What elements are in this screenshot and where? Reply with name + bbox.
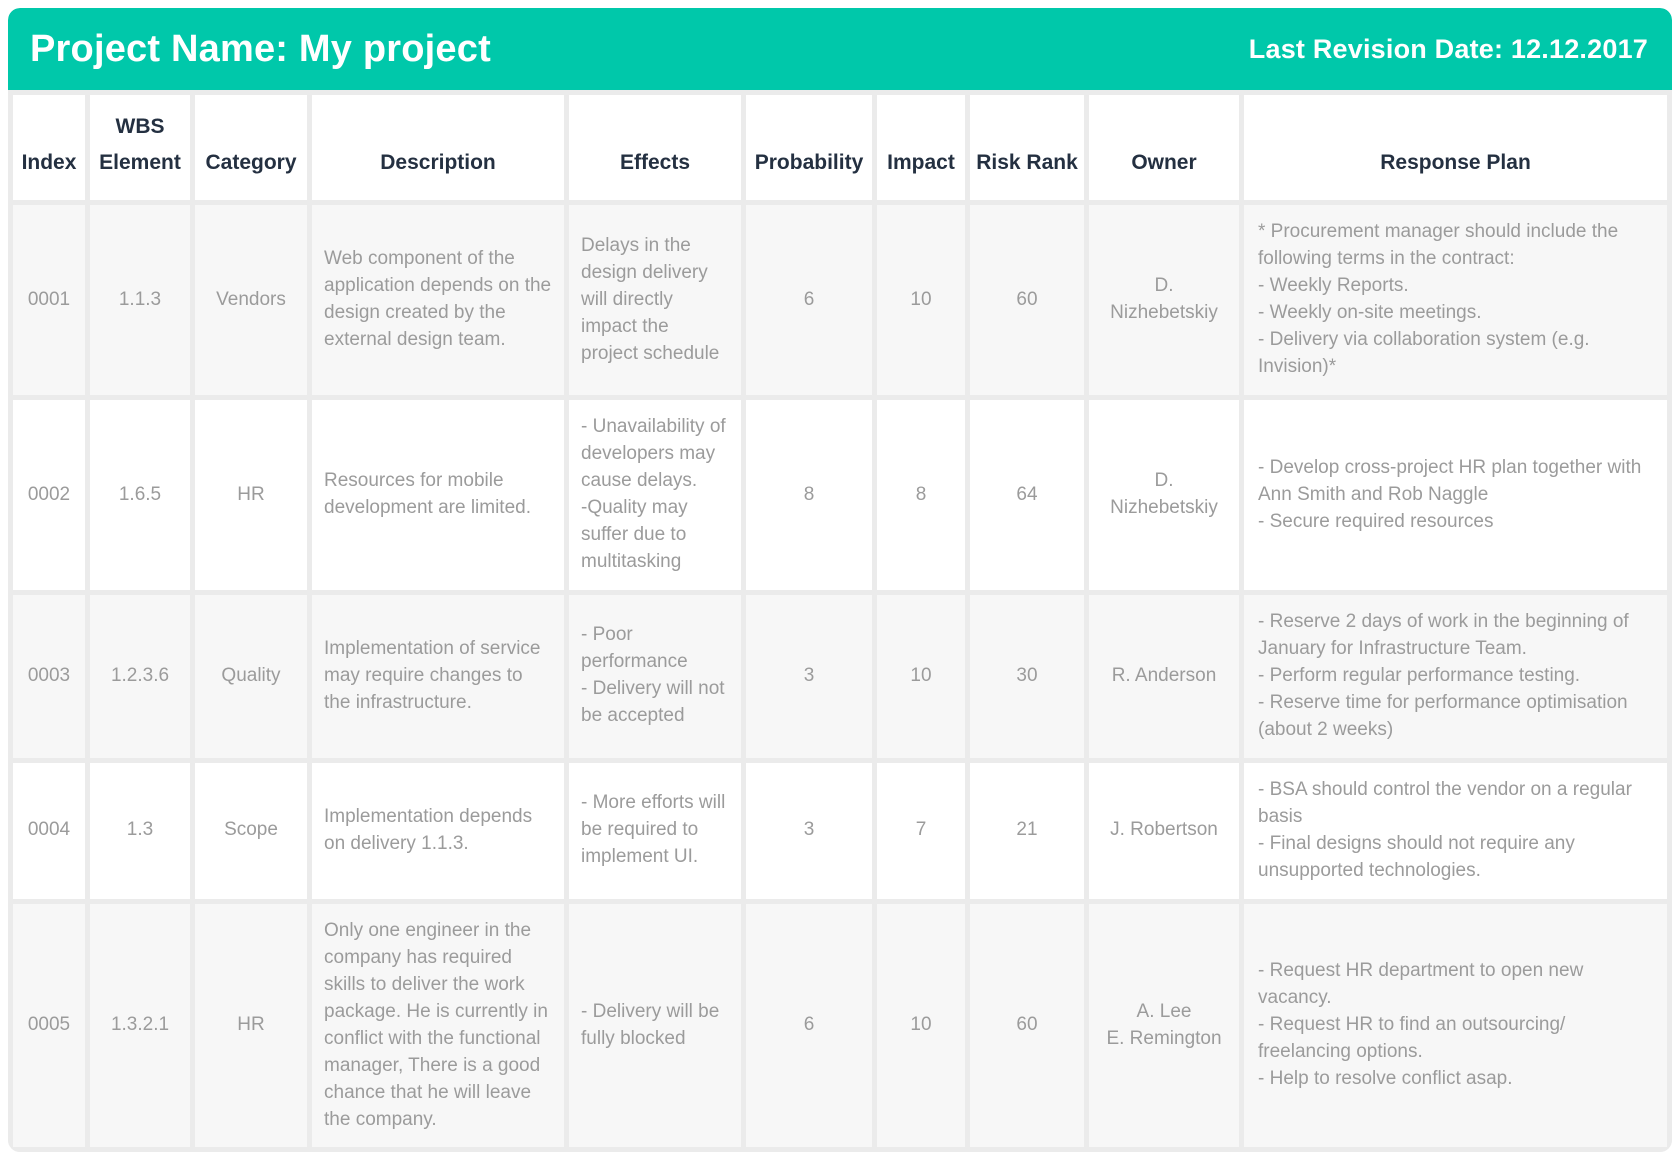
cell-category: HR <box>195 400 307 590</box>
cell-description: Web component of the application depends… <box>312 205 564 396</box>
cell-wbs: 1.3.2.1 <box>90 903 190 1148</box>
table-row: 0001 1.1.3 Vendors Web component of the … <box>13 205 1667 396</box>
cell-impact: 10 <box>877 903 965 1148</box>
cell-description: Implementation depends on delivery 1.1.3… <box>312 762 564 899</box>
cell-effects: - More efforts will be required to imple… <box>569 762 741 899</box>
cell-wbs: 1.2.3.6 <box>90 595 190 758</box>
cell-index: 0002 <box>13 400 85 590</box>
risk-table: Index WBS Element Category Description E… <box>8 90 1672 1152</box>
column-header-effects: Effects <box>569 95 741 201</box>
cell-response-plan: * Procurement manager should include the… <box>1244 205 1667 396</box>
cell-impact: 10 <box>877 205 965 396</box>
cell-category: HR <box>195 903 307 1148</box>
cell-category: Scope <box>195 762 307 899</box>
cell-risk-rank: 64 <box>970 400 1084 590</box>
cell-impact: 10 <box>877 595 965 758</box>
table-row: 0005 1.3.2.1 HR Only one engineer in the… <box>13 903 1667 1148</box>
cell-wbs: 1.3 <box>90 762 190 899</box>
last-revision-date: Last Revision Date: 12.12.2017 <box>1248 33 1648 64</box>
cell-effects: - Delivery will be fully blocked <box>569 903 741 1148</box>
column-header-impact: Impact <box>877 95 965 201</box>
cell-owner: R. Anderson <box>1089 595 1239 758</box>
cell-owner: A. Lee E. Remington <box>1089 903 1239 1148</box>
column-header-description: Description <box>312 95 564 201</box>
risk-register-sheet: Project Name: My project Last Revision D… <box>8 8 1672 1152</box>
cell-impact: 7 <box>877 762 965 899</box>
cell-owner: D. Nizhebetskiy <box>1089 205 1239 396</box>
table-row: 0003 1.2.3.6 Quality Implementation of s… <box>13 595 1667 758</box>
cell-risk-rank: 21 <box>970 762 1084 899</box>
column-header-risk-rank: Risk Rank <box>970 95 1084 201</box>
cell-probability: 3 <box>746 595 872 758</box>
cell-probability: 6 <box>746 903 872 1148</box>
column-header-wbs-element: WBS Element <box>90 95 190 201</box>
cell-effects: Delays in the design delivery will direc… <box>569 205 741 396</box>
cell-category: Vendors <box>195 205 307 396</box>
column-header-index: Index <box>13 95 85 201</box>
header-row: Index WBS Element Category Description E… <box>13 95 1667 201</box>
title-bar: Project Name: My project Last Revision D… <box>8 8 1672 90</box>
project-title: Project Name: My project <box>30 27 491 70</box>
column-header-response-plan: Response Plan <box>1244 95 1667 201</box>
cell-effects: - Unavailability of developers may cause… <box>569 400 741 590</box>
cell-wbs: 1.1.3 <box>90 205 190 396</box>
cell-response-plan: - Request HR department to open new vaca… <box>1244 903 1667 1148</box>
cell-description: Implementation of service may require ch… <box>312 595 564 758</box>
column-header-owner: Owner <box>1089 95 1239 201</box>
column-header-probability: Probability <box>746 95 872 201</box>
cell-risk-rank: 30 <box>970 595 1084 758</box>
cell-owner: D. Nizhebetskiy <box>1089 400 1239 590</box>
cell-description: Only one engineer in the company has req… <box>312 903 564 1148</box>
cell-owner: J. Robertson <box>1089 762 1239 899</box>
cell-index: 0004 <box>13 762 85 899</box>
cell-probability: 8 <box>746 400 872 590</box>
cell-wbs: 1.6.5 <box>90 400 190 590</box>
cell-impact: 8 <box>877 400 965 590</box>
cell-risk-rank: 60 <box>970 903 1084 1148</box>
cell-category: Quality <box>195 595 307 758</box>
cell-index: 0003 <box>13 595 85 758</box>
cell-index: 0001 <box>13 205 85 396</box>
cell-probability: 3 <box>746 762 872 899</box>
table-row: 0002 1.6.5 HR Resources for mobile devel… <box>13 400 1667 590</box>
column-header-category: Category <box>195 95 307 201</box>
cell-probability: 6 <box>746 205 872 396</box>
cell-response-plan: - BSA should control the vendor on a reg… <box>1244 762 1667 899</box>
cell-risk-rank: 60 <box>970 205 1084 396</box>
cell-response-plan: - Develop cross-project HR plan together… <box>1244 400 1667 590</box>
cell-description: Resources for mobile development are lim… <box>312 400 564 590</box>
cell-response-plan: - Reserve 2 days of work in the beginnin… <box>1244 595 1667 758</box>
table-row: 0004 1.3 Scope Implementation depends on… <box>13 762 1667 899</box>
cell-index: 0005 <box>13 903 85 1148</box>
cell-effects: - Poor performance - Delivery will not b… <box>569 595 741 758</box>
